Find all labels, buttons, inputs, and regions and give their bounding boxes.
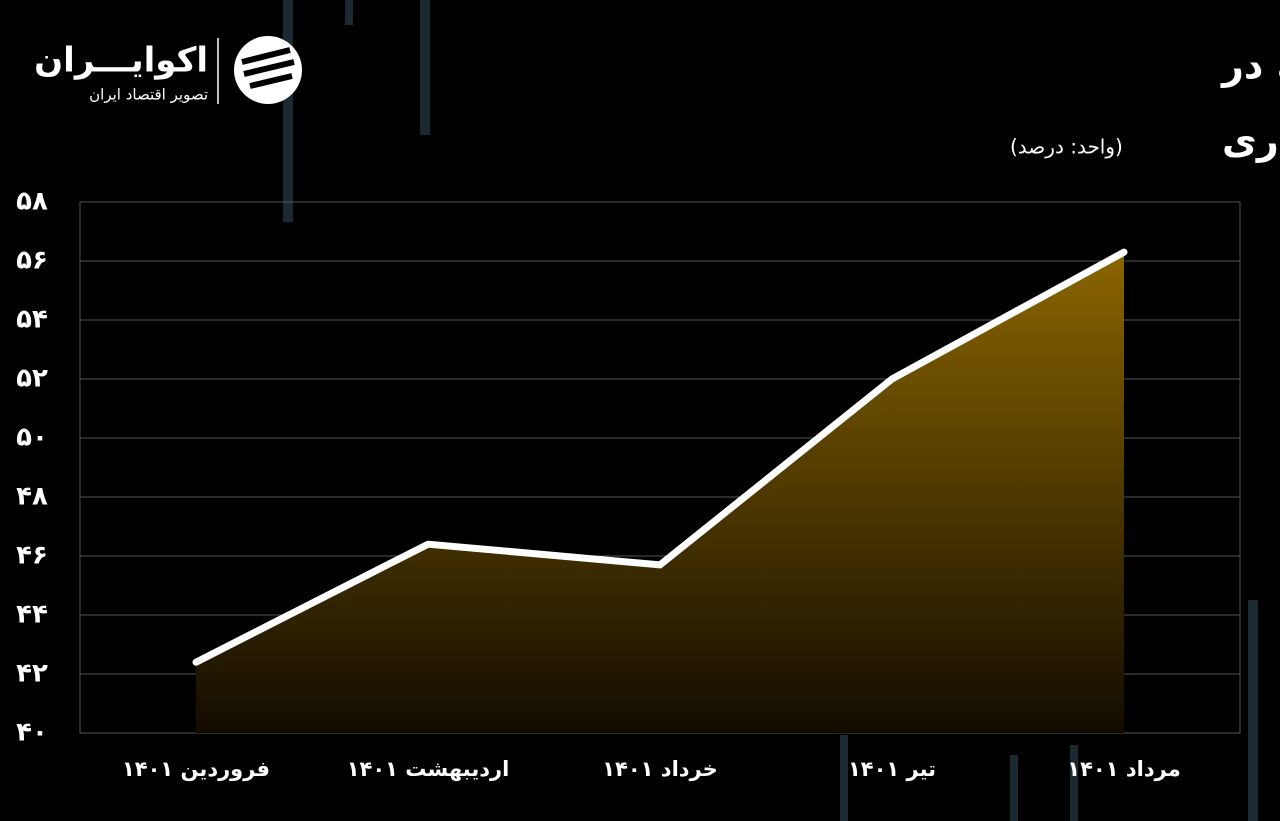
x-tick-label: خرداد ۱۴۰۱	[602, 757, 718, 781]
y-tick-label: ۴۲	[16, 659, 48, 689]
y-tick-label: ۵۸	[16, 187, 48, 217]
y-tick-label: ۵۲	[16, 364, 48, 394]
chart-title: روند رشد نقطه ای سپرده قرض الحسنه در	[1220, 44, 1280, 89]
y-tick-label: ۵۰	[16, 423, 48, 453]
area	[196, 252, 1124, 733]
y-tick-label: ۴۸	[16, 482, 48, 512]
chart-title: سال جاری	[1222, 119, 1280, 163]
y-tick-label: ۴۶	[16, 541, 48, 571]
background-decor	[283, 0, 1258, 821]
y-tick-label: ۵۶	[16, 246, 48, 276]
logo-name: اکوایـــران	[34, 41, 208, 81]
logo-tagline: تصویر اقتصاد ایران	[89, 86, 208, 104]
chart-subtitle: (واحد: درصد)	[1010, 135, 1123, 159]
y-tick-label: ۴۰	[16, 718, 48, 748]
y-tick-label: ۴۴	[16, 600, 48, 630]
y-tick-label: ۵۴	[16, 305, 48, 335]
logo: اکوایـــران تصویر اقتصاد ایران	[34, 36, 302, 104]
x-tick-label: فروردین ۱۴۰۱	[122, 757, 270, 781]
x-tick-label: مرداد ۱۴۰۱	[1067, 757, 1180, 781]
x-tick-label: تیر ۱۴۰۱	[848, 757, 936, 781]
x-tick-label: اردیبهشت ۱۴۰۱	[347, 757, 510, 781]
line	[192, 248, 1128, 666]
